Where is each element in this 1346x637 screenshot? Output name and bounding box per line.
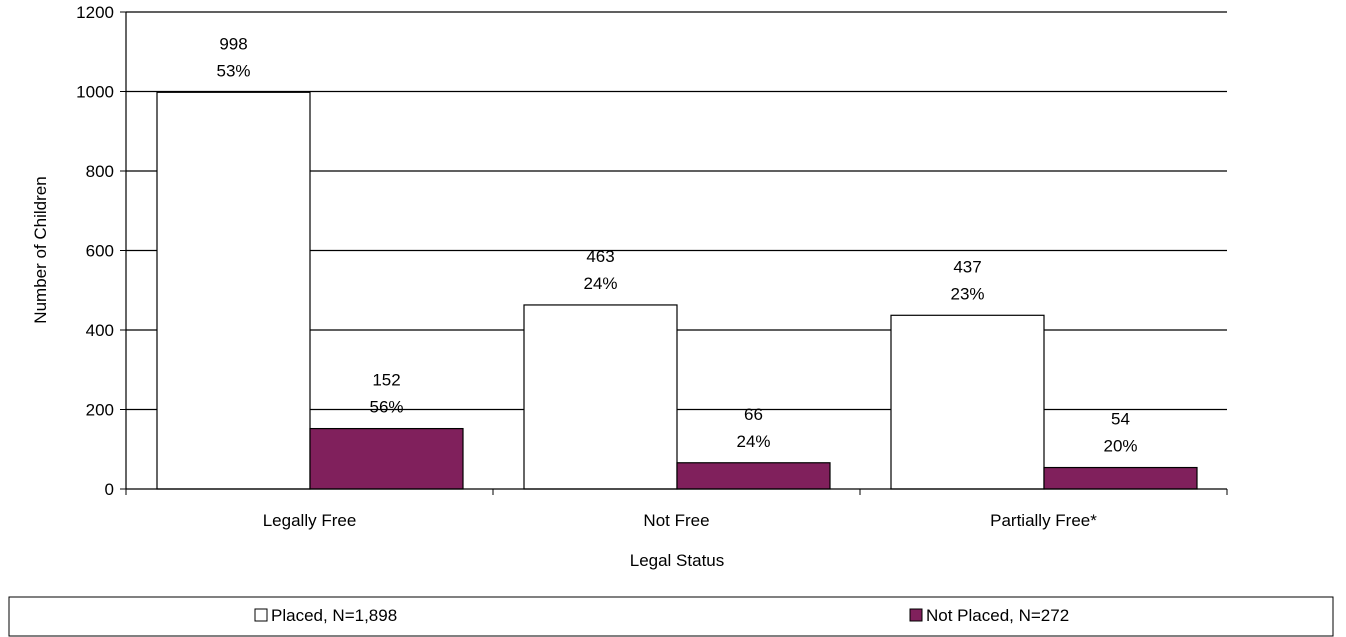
- legend: Placed, N=1,898 Not Placed, N=272: [8, 596, 1334, 637]
- legend-swatch-not-placed: [909, 608, 923, 622]
- bar: [1043, 466, 1198, 490]
- bars: [156, 91, 1198, 490]
- data-label-percent: 53%: [216, 61, 250, 80]
- data-label-value: 463: [586, 247, 614, 266]
- x-tick-label: Not Free: [643, 511, 709, 530]
- legend-swatch-placed: [254, 608, 268, 622]
- x-tick-label: Partially Free*: [990, 511, 1097, 530]
- data-label-value: 66: [744, 405, 763, 424]
- bar: [523, 304, 678, 490]
- y-tick-label: 600: [86, 242, 114, 261]
- category-labels: Legally Free Not Free Partially Free*: [263, 511, 1098, 530]
- data-label-value: 152: [372, 371, 400, 390]
- data-label-percent: 23%: [950, 284, 984, 303]
- data-label-value: 54: [1111, 410, 1130, 429]
- bar: [890, 314, 1045, 490]
- y-tick-label: 0: [105, 480, 114, 499]
- y-tick-label: 800: [86, 162, 114, 181]
- axes: [120, 11, 1228, 495]
- y-tick-label: 200: [86, 401, 114, 420]
- bar: [309, 427, 464, 490]
- legend-label-not-placed: Not Placed, N=272: [926, 606, 1069, 625]
- bar: [676, 462, 831, 490]
- y-tick-labels: 0 200 400 600 800 1000 1200: [76, 3, 114, 499]
- y-tick-label: 1200: [76, 3, 114, 22]
- x-tick-label: Legally Free: [263, 511, 357, 530]
- bar: [156, 91, 311, 490]
- data-label-percent: 20%: [1103, 437, 1137, 456]
- data-label-value: 437: [953, 257, 981, 276]
- y-tick-label: 400: [86, 321, 114, 340]
- data-label-percent: 56%: [369, 398, 403, 417]
- y-tick-label: 1000: [76, 83, 114, 102]
- data-label-percent: 24%: [736, 432, 770, 451]
- y-axis-label: Number of Children: [31, 176, 50, 323]
- data-labels: 998 53% 152 56% 463 24% 66 24% 437 23% 54 20%: [216, 34, 1137, 455]
- data-label-percent: 24%: [583, 274, 617, 293]
- legend-label-placed: Placed, N=1,898: [271, 606, 397, 625]
- data-label-value: 998: [219, 34, 247, 53]
- x-axis-label: Legal Status: [630, 551, 725, 570]
- legend-box: [8, 596, 1334, 637]
